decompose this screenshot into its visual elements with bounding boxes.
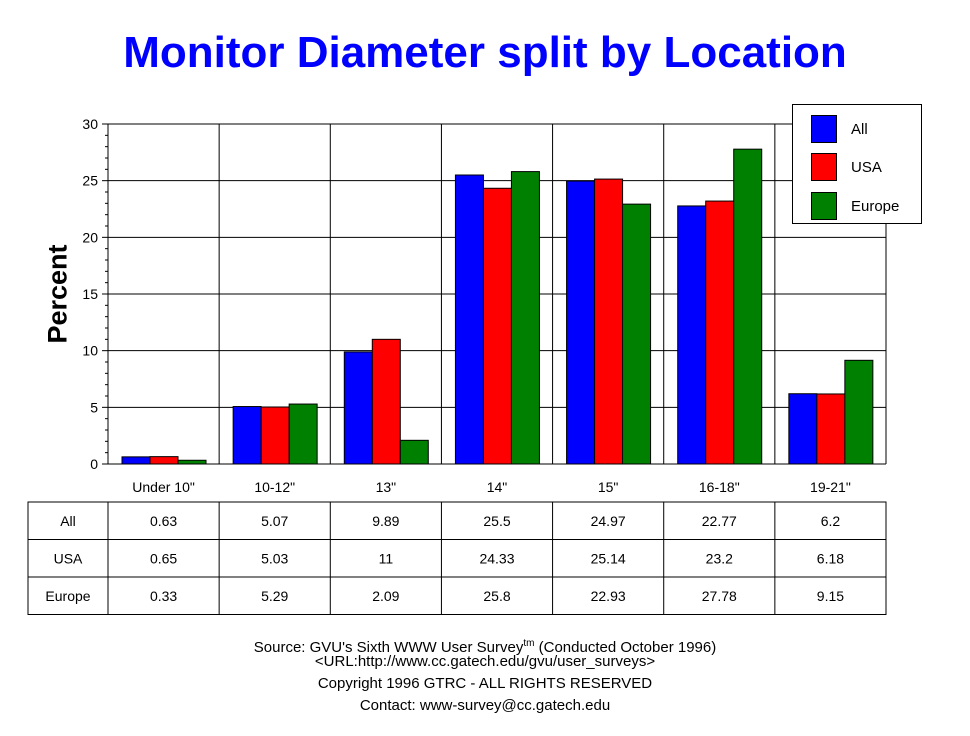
x-tick-label: 10-12" [254, 479, 295, 495]
table-cell: 0.33 [150, 588, 177, 604]
bar-all-2 [343, 351, 373, 465]
y-tick-label: 10 [82, 343, 98, 359]
table-cell: 5.29 [261, 588, 288, 604]
y-tick-label: 20 [82, 229, 98, 245]
table-cell: 5.03 [261, 550, 288, 566]
x-tick-label: Under 10" [132, 479, 195, 495]
bar-all-4 [566, 180, 596, 465]
legend-label-usa: USA [851, 158, 882, 176]
legend-swatch-all [811, 115, 837, 143]
bar-europe-4 [622, 203, 652, 465]
table-cell: 2.09 [372, 588, 399, 604]
bar-europe-0 [177, 459, 207, 465]
table-cell: 22.93 [591, 588, 626, 604]
table-row-header: USA [54, 550, 83, 566]
source-prefix: Source: GVU's Sixth WWW User Survey [253, 639, 524, 656]
table-cell: 25.5 [483, 513, 510, 529]
legend: All USA Europe [792, 104, 922, 224]
bar-europe-6 [844, 359, 874, 465]
legend-swatch-europe [811, 192, 837, 220]
source-notes: Source: GVU's Sixth WWW User Surveytm (C… [0, 633, 970, 717]
bar-all-1 [232, 406, 262, 465]
x-tick-label: 14" [487, 479, 508, 495]
legend-label-all: All [851, 120, 868, 138]
table-cell: 27.78 [702, 588, 737, 604]
legend-item-europe: Europe [811, 192, 899, 220]
bar-usa-2 [371, 338, 401, 465]
bar-all-0 [121, 456, 151, 465]
bar-usa-5 [705, 200, 735, 465]
source-line: Source: GVU's Sixth WWW User Surveytm (C… [0, 633, 970, 656]
table-row-header: All [60, 513, 76, 529]
table-row-header: Europe [45, 588, 90, 604]
bar-usa-0 [149, 456, 179, 465]
table-cell: 11 [379, 550, 394, 566]
bar-usa-3 [482, 187, 512, 465]
table-cell: 23.2 [706, 550, 733, 566]
table-cell: 24.97 [591, 513, 626, 529]
legend-item-all: All [811, 115, 868, 143]
table-cell: 25.14 [591, 550, 626, 566]
bar-europe-5 [733, 148, 763, 465]
x-tick-label: 15" [598, 479, 619, 495]
table-cell: 0.63 [150, 513, 177, 529]
bar-usa-4 [594, 178, 624, 465]
table-cell: 24.33 [479, 550, 514, 566]
x-tick-label: 19-21" [810, 479, 851, 495]
table-cell: 6.18 [817, 550, 844, 566]
y-tick-label: 30 [82, 116, 98, 132]
bar-all-3 [454, 174, 484, 465]
y-axis-label: Percent [42, 244, 73, 344]
x-tick-label: 13" [376, 479, 397, 495]
y-tick-label: 5 [90, 399, 98, 415]
bar-all-6 [788, 393, 818, 465]
y-tick-label: 15 [82, 286, 98, 302]
trademark-mark: tm [523, 638, 535, 649]
source-url: <URL:http://www.cc.gatech.edu/gvu/user_s… [314, 653, 656, 670]
table-cell: 9.89 [372, 513, 399, 529]
bar-europe-1 [288, 403, 318, 465]
bar-usa-6 [816, 393, 846, 465]
legend-label-europe: Europe [851, 197, 900, 215]
legend-swatch-usa [811, 153, 837, 181]
y-tick-label: 25 [82, 173, 98, 189]
table-cell: 6.2 [821, 513, 841, 529]
table-cell: 25.8 [483, 588, 510, 604]
y-tick-label: 0 [90, 456, 98, 472]
bar-all-5 [677, 205, 707, 465]
source-suffix: (Conducted October 1996) [534, 639, 717, 656]
chart-title: Monitor Diameter split by Location [123, 28, 847, 77]
table-cell: 22.77 [702, 513, 737, 529]
data-table-border [27, 501, 887, 615]
table-cell: 0.65 [150, 550, 177, 566]
table-cell: 9.15 [817, 588, 844, 604]
contact-text: Contact: www-survey@cc.gatech.edu [359, 697, 611, 714]
table-cell: 5.07 [261, 513, 288, 529]
legend-item-usa: USA [811, 153, 882, 181]
copyright-text: Copyright 1996 GTRC - ALL RIGHTS RESERVE… [317, 675, 653, 692]
x-tick-label: 16-18" [699, 479, 740, 495]
bar-europe-2 [399, 439, 429, 465]
bar-usa-1 [260, 406, 290, 465]
bar-europe-3 [510, 171, 540, 465]
